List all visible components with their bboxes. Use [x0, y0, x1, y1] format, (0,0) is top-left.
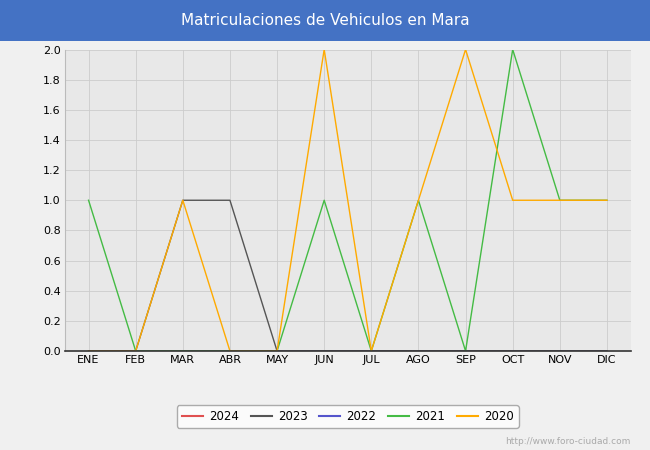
- Legend: 2024, 2023, 2022, 2021, 2020: 2024, 2023, 2022, 2021, 2020: [177, 405, 519, 428]
- Text: Matriculaciones de Vehiculos en Mara: Matriculaciones de Vehiculos en Mara: [181, 13, 469, 28]
- Text: http://www.foro-ciudad.com: http://www.foro-ciudad.com: [505, 436, 630, 446]
